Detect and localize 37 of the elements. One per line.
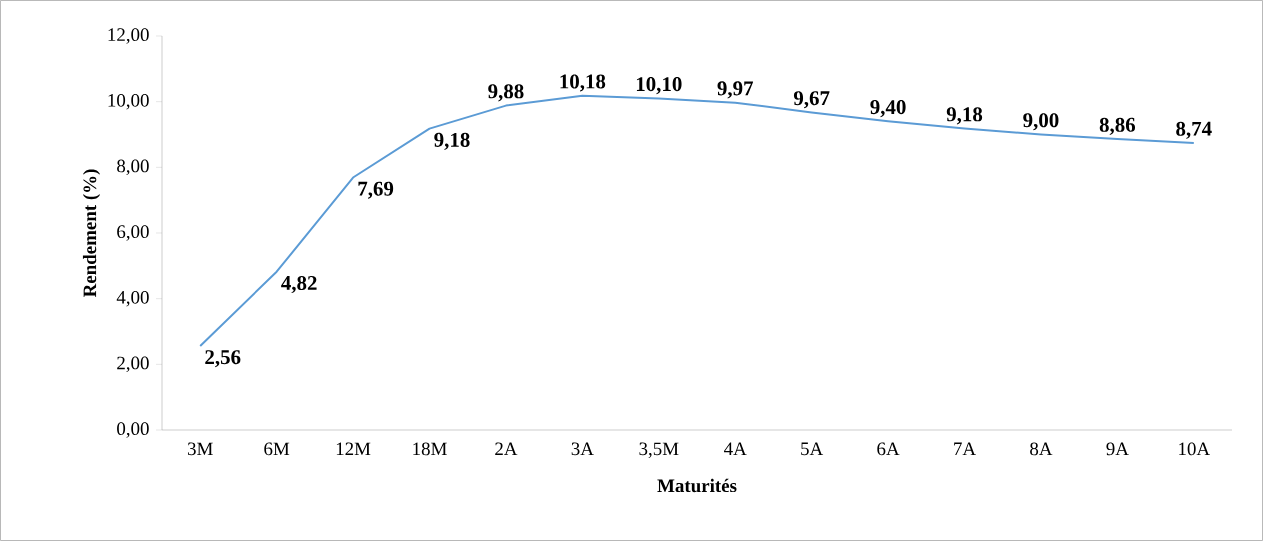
data-label: 8,74 [1176, 121, 1212, 139]
x-tick-label: 12M [336, 442, 371, 456]
y-tick-label: 0,00 [117, 422, 149, 438]
data-label: 4,82 [281, 275, 317, 294]
data-label: 2,56 [205, 350, 241, 368]
x-axis-title: Maturités [657, 478, 737, 493]
y-tick-label: 12,00 [108, 28, 149, 44]
x-tick-label: 10A [1179, 442, 1210, 456]
data-label: 9,00 [1023, 113, 1059, 131]
data-label: 9,18 [434, 132, 470, 150]
x-tick-label: 18M [413, 442, 447, 456]
x-tick-label: 5A [801, 442, 824, 456]
x-tick-label: 9A [1106, 442, 1129, 456]
y-axis-title: Rendement (%) [82, 169, 101, 298]
data-label: 9,97 [717, 81, 754, 99]
x-tick-label: 6M [264, 442, 290, 456]
x-tick-label: 3,5M [639, 442, 679, 458]
x-tick-label: 8A [1030, 442, 1053, 456]
x-tick-label: 6A [877, 442, 900, 456]
y-tick-label: 6,00 [117, 225, 149, 241]
y-tick-label: 8,00 [117, 159, 149, 176]
x-tick-label: 7A [954, 442, 976, 456]
x-tick-label: 2A [495, 442, 518, 456]
data-label: 9,40 [870, 100, 906, 118]
y-tick-label: 4,00 [116, 290, 149, 307]
data-label: 9,88 [488, 84, 524, 102]
x-tick-label: 4A [724, 442, 747, 456]
data-label: 10,18 [560, 74, 606, 92]
x-tick-label: 3M [187, 442, 213, 456]
data-label: 9,67 [793, 91, 830, 109]
data-label: 7,69 [358, 181, 394, 199]
data-label: 10,10 [636, 77, 682, 95]
x-tick-label: 3A [571, 442, 594, 456]
y-tick-label: 10,00 [108, 93, 149, 110]
y-tick-label: 2,00 [117, 356, 149, 373]
data-label: 9,18 [946, 107, 983, 125]
data-label: 8,86 [1099, 117, 1136, 135]
